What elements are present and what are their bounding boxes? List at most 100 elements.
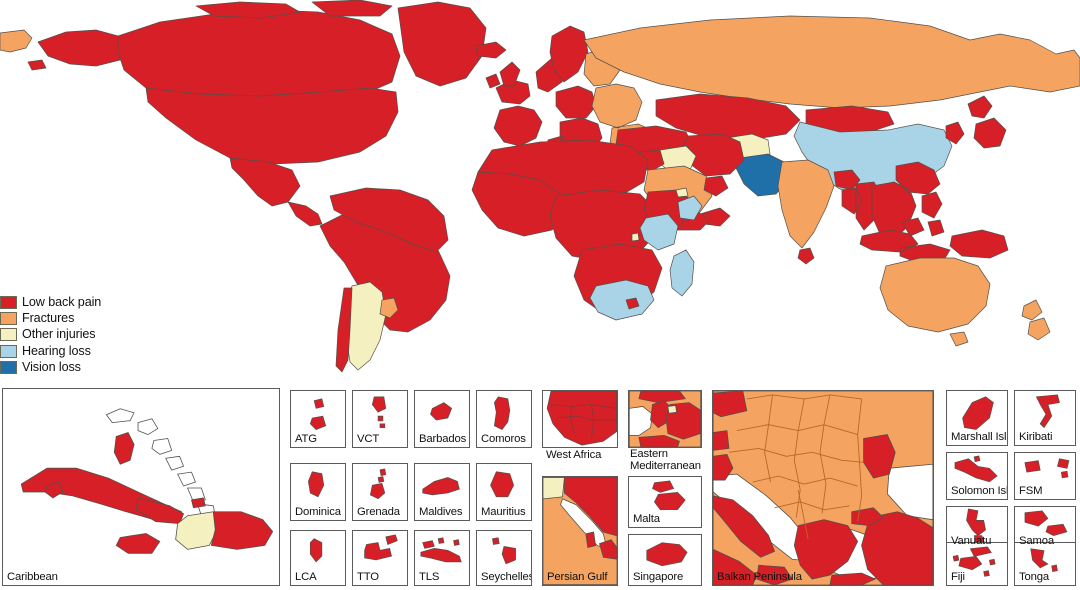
- atg-barbuda: [313, 398, 325, 409]
- legend-item-vision-loss: Vision loss: [0, 360, 101, 376]
- caribbean-jamaica: [115, 533, 161, 554]
- em-small-cream: [667, 405, 678, 414]
- inset-grenada: Grenada: [352, 463, 408, 521]
- balkan-sicily: [756, 564, 793, 585]
- tls-dot: [437, 537, 445, 544]
- region-mexico: [229, 157, 323, 227]
- inset-label-vct: VCT: [357, 433, 380, 445]
- vanuatu-shape: [966, 508, 986, 537]
- region-scandinavia: [549, 25, 589, 83]
- pg-iran: [564, 477, 617, 537]
- inset-label-mauritius: Mauritius: [481, 506, 526, 518]
- inset-comoros: Comoros: [476, 390, 532, 448]
- inset-atg: ATG: [290, 390, 346, 448]
- inset-label-kiribati: Kiribati: [1019, 431, 1053, 443]
- inset-label-maldives: Maldives: [419, 506, 463, 518]
- region-png: [949, 229, 1009, 259]
- inset-barbados: Barbados: [414, 390, 470, 448]
- inset-label-dominica: Dominica: [295, 506, 341, 518]
- caribbean-bahamas: [113, 432, 135, 465]
- region-sri-lanka: [797, 247, 815, 265]
- inset-fiji: Fiji: [946, 542, 1008, 586]
- region-korea: [945, 121, 965, 145]
- legend-label-low-back-pain: Low back pain: [22, 294, 102, 309]
- region-madagascar: [669, 249, 695, 297]
- inset-label-eastern-mediterranean-text: Eastern Mediterranean: [630, 448, 701, 472]
- inset-label-vanuatu: Vanuatu: [951, 535, 992, 547]
- fsm-dot: [1060, 470, 1069, 479]
- tto-trinidad: [364, 542, 392, 561]
- region-uruguay: [379, 297, 399, 319]
- region-iceland: [475, 41, 507, 59]
- tonga-shape: [1030, 548, 1049, 569]
- region-russia-wrap: [0, 29, 33, 53]
- region-greenland: [397, 1, 487, 87]
- legend-swatch-hearing-loss: [0, 344, 17, 358]
- tonga-dot: [1051, 564, 1058, 573]
- inset-label-balkan-peninsula: Balkan Peninsula: [717, 571, 802, 583]
- inset-label-malta: Malta: [633, 513, 660, 525]
- region-tasmania: [949, 331, 969, 347]
- region-british-isles: [485, 61, 521, 89]
- fiji-dot1: [952, 555, 960, 562]
- vct-grenadines-2: [379, 423, 386, 429]
- inset-fsm: FSM: [1014, 452, 1076, 500]
- balkan-crete: [829, 572, 876, 585]
- malta-main: [654, 492, 686, 511]
- region-australia: [879, 257, 991, 333]
- inset-tls: TLS: [414, 530, 470, 586]
- legend-swatch-low-back-pain: [0, 295, 17, 309]
- vct-saint-vincent: [371, 396, 387, 413]
- balkan-greece: [793, 519, 859, 580]
- grenada-carriacou: [379, 468, 387, 477]
- west-africa-shape: [546, 391, 617, 446]
- inset-malta: Malta: [628, 476, 702, 528]
- inset-balkan-peninsula: Balkan Peninsula: [712, 390, 934, 586]
- region-india: [777, 159, 835, 249]
- legend-swatch-other-injuries: [0, 328, 17, 342]
- legend-label-other-injuries: Other injuries: [22, 327, 96, 342]
- inset-mauritius: Mauritius: [476, 463, 532, 521]
- balkan-turkey: [861, 511, 933, 585]
- legend-label-fractures: Fractures: [22, 311, 75, 326]
- caribbean-dominican-republic: [210, 511, 274, 550]
- inset-label-seychelles: Seychelles: [481, 571, 532, 583]
- inset-label-atg: ATG: [295, 433, 317, 445]
- balkan-italy: [713, 453, 775, 585]
- inset-label-lca: LCA: [295, 571, 317, 583]
- tls-main: [420, 548, 462, 563]
- solomon-shape: [954, 458, 998, 483]
- vct-grenadines-1: [377, 415, 384, 422]
- region-philippines: [921, 191, 945, 237]
- inset-label-singapore: Singapore: [633, 571, 684, 583]
- samoa-west: [1024, 510, 1049, 527]
- region-pakistan: [735, 153, 789, 197]
- region-central-asia: [655, 93, 801, 141]
- region-brazil-north: [329, 187, 449, 253]
- caribbean-bahamas-chain: [105, 408, 216, 517]
- seychelles-main: [501, 546, 516, 565]
- samoa-east: [1045, 523, 1068, 536]
- inset-seychelles: Seychelles: [476, 530, 532, 586]
- balkan-ukraine-edge: [713, 430, 730, 451]
- region-somalia: [677, 195, 703, 221]
- legend-item-hearing-loss: Hearing loss: [0, 343, 101, 359]
- em-turkey-top: [638, 391, 686, 403]
- inset-vct: VCT: [352, 390, 408, 448]
- inset-maldives: Maldives: [414, 463, 470, 521]
- inset-tto: TTO: [352, 530, 408, 586]
- inset-dominica: Dominica: [290, 463, 346, 521]
- atg-antigua: [309, 415, 327, 431]
- balkan-black-sea: [886, 463, 933, 521]
- region-south-africa: [589, 279, 655, 321]
- inset-label-solomon-isl: Solomon Isl: [951, 485, 1008, 497]
- kiribati-shape: [1035, 394, 1060, 429]
- inset-label-fsm: FSM: [1019, 485, 1043, 497]
- balkan-turkey-thrace: [851, 507, 884, 527]
- inset-label-tls: TLS: [419, 571, 440, 583]
- inset-label-tonga: Tonga: [1019, 571, 1050, 583]
- region-usa: [145, 87, 399, 165]
- fiji-north: [969, 546, 992, 557]
- pg-iraq: [543, 477, 565, 500]
